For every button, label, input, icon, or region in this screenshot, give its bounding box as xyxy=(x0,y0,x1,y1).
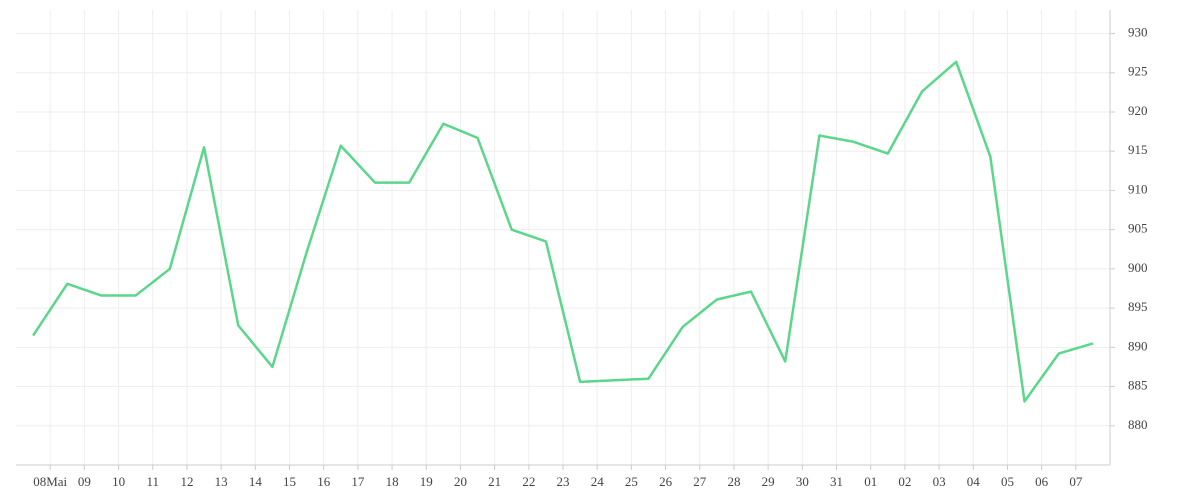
y-tick-label: 900 xyxy=(1128,260,1148,275)
x-tick-label: 23 xyxy=(557,474,570,489)
x-tick-label: 09 xyxy=(78,474,91,489)
x-tick-label: 18 xyxy=(386,474,399,489)
x-tick-label: 24 xyxy=(591,474,605,489)
x-tick-label: 28 xyxy=(727,474,740,489)
x-tick-label: 03 xyxy=(933,474,946,489)
y-tick-label: 880 xyxy=(1128,417,1148,432)
x-tick-label: 26 xyxy=(659,474,673,489)
x-tick-label: 13 xyxy=(215,474,228,489)
x-tick-label: 02 xyxy=(898,474,911,489)
x-tick-label: 27 xyxy=(693,474,707,489)
x-tick-label: 10 xyxy=(112,474,125,489)
x-tick-label: 30 xyxy=(796,474,809,489)
x-tick-label: 31 xyxy=(830,474,843,489)
x-tick-label: 29 xyxy=(762,474,775,489)
x-tick-label: 06 xyxy=(1035,474,1049,489)
x-tick-label: 17 xyxy=(351,474,365,489)
x-tick-label: 05 xyxy=(1001,474,1014,489)
y-tick-label: 915 xyxy=(1128,142,1148,157)
x-tick-label: 19 xyxy=(420,474,433,489)
x-tick-label: 21 xyxy=(488,474,501,489)
y-tick-label: 910 xyxy=(1128,181,1148,196)
y-tick-label: 890 xyxy=(1128,338,1148,353)
y-tick-label: 895 xyxy=(1128,299,1148,314)
line xyxy=(32,60,1094,403)
x-tick-label: 14 xyxy=(249,474,263,489)
x-tick-label: 16 xyxy=(317,474,331,489)
x-tick-label: 15 xyxy=(283,474,296,489)
x-tick-label: 22 xyxy=(522,474,535,489)
x-tick-label: 01 xyxy=(864,474,877,489)
x-tick-label: 20 xyxy=(454,474,467,489)
x-tick-label: 25 xyxy=(625,474,638,489)
y-tick-label: 930 xyxy=(1128,25,1148,40)
y-tick-label: 885 xyxy=(1128,378,1148,393)
x-tick-label: 08Mai xyxy=(33,474,67,489)
x-tick-label: 12 xyxy=(180,474,193,489)
y-tick-label: 920 xyxy=(1128,103,1148,118)
y-tick-label: 925 xyxy=(1128,64,1148,79)
x-tick-label: 11 xyxy=(146,474,159,489)
y-tick-label: 905 xyxy=(1128,221,1148,236)
x-tick-label: 04 xyxy=(967,474,981,489)
x-tick-label: 07 xyxy=(1069,474,1083,489)
